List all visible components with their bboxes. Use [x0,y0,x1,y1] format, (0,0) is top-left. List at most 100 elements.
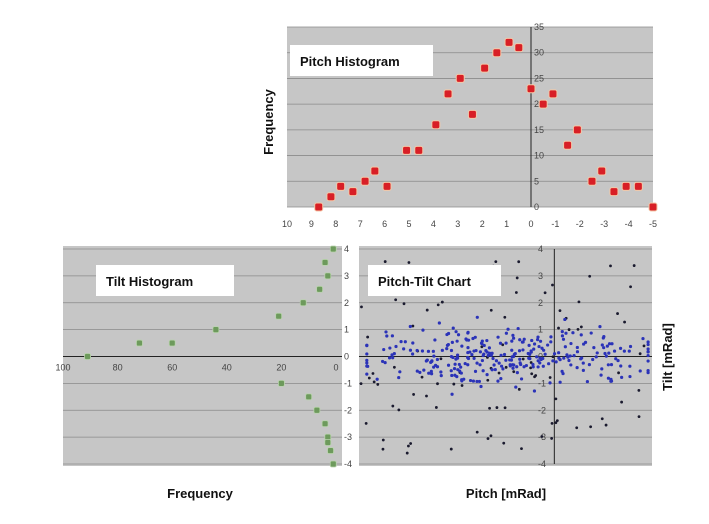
tilt-data-point [321,259,329,266]
tilt-data-point [329,460,337,468]
pitch-tilt-point [600,343,604,347]
pitch-tilt-point [463,361,467,366]
pitch-tilt-point [609,363,614,367]
pitch-tilt-point [521,348,525,352]
pitch-tilt-point [482,343,486,348]
pitch-tilt-point [482,352,486,356]
tilt-x-axis-label: Frequency [167,486,234,501]
pitch-data-point [336,181,346,191]
pitch-tilt-point [468,378,473,383]
pitch-tilt-point [595,351,599,355]
pitch-tilt-point [418,370,422,374]
pitch-tilt-point [434,406,438,409]
pitch-tilt-point [518,338,522,342]
pitch-data-point [548,89,558,99]
pitch-tilt-point [646,353,650,358]
pitch-tilt-point [511,336,516,340]
pitch-tilt-point [502,352,507,357]
pitch-y-tick-label: 15 [534,125,544,135]
pitch-tilt-point [364,421,368,425]
pitch-tilt-point [587,363,591,367]
pitch-tilt-point [616,312,619,315]
pitch-tilt-point [479,341,484,345]
pitch-tilt-point [642,344,646,348]
pitch-tilt-point [473,369,478,374]
tilt-chart-title: Tilt Histogram [106,274,193,289]
pitch-tilt-point [454,330,458,334]
tilt-y-tick-label: -4 [344,459,352,469]
pitch-tilt-point [510,339,514,343]
pitch-tilt-point [439,370,443,374]
pitch-tilt-point [486,437,490,441]
pitch-tilt-point [450,392,454,396]
pitch-tilt-point [551,355,555,359]
pitch-tilt-point [451,326,455,330]
pitch-tilt-point [360,305,363,309]
pitch-tilt-point [365,372,369,376]
pitch-tilt-point [421,328,425,332]
pitch-tilt-point [604,354,608,358]
tilt-x-tick-label: 40 [222,363,232,373]
pitch-tilt-point [518,357,522,361]
pitch-tilt-point [408,324,412,329]
tilt-data-point [277,379,285,387]
pitch-tilt-point [457,362,461,367]
pitch-tilt-point [516,326,520,331]
pitch-tilt-point [583,340,588,344]
pitch-data-point [492,48,502,58]
pitch-tilt-point [576,327,580,331]
pitch-tilt-point [537,344,541,349]
pitch-tilt-point [487,346,492,350]
pitch-x-tick-label: 9 [309,219,314,229]
pitch-tilt-point [527,343,531,347]
pitch-tilt-point [449,348,454,353]
pitch-tilt-point [514,291,518,294]
pitch-tilt-point [394,344,398,349]
pitch-tilt-point [399,340,403,344]
pitch-tilt-point [540,346,544,350]
pitch-tilt-point [641,336,645,341]
pitch-tilt-point [408,348,413,352]
pitch-tilt-point [458,369,462,373]
pitch-data-point [402,145,412,155]
pitch-tilt-point [526,351,530,356]
pitch-data-point [467,109,477,119]
pitch-tilt-point [628,364,632,368]
pitch-tilt-point [409,442,413,445]
pitch-tilt-point [490,351,494,355]
pitch-tilt-point [560,369,564,373]
pitch-tilt-point [532,342,537,346]
pitch-x-tick-label: -5 [649,219,657,229]
pitch-tilt-point [513,352,517,356]
pitch-tilt-point [554,421,558,425]
pitch-tilt-point [551,359,555,363]
pitch-tilt-point [581,368,585,372]
pitch-tilt-point [512,370,516,374]
pitch-data-point [526,84,536,94]
pitch-tilt-point [506,327,510,331]
pitch-tilt-point [429,369,433,373]
pitch-tilt-point [543,352,547,356]
pitch-tilt-point [637,388,641,392]
tilt-x-tick-label: 80 [113,363,123,373]
pitch-chart-title: Pitch Histogram [300,54,400,69]
pitch-tilt-point [366,335,370,339]
pitch-tilt-point [425,308,429,312]
pitch-tilt-point [543,291,547,295]
pitch-tilt-point [466,330,470,334]
pitch-tilt-point [365,361,369,365]
pitch-tilt-point [407,261,411,264]
pitch-tilt-point [381,438,385,442]
pitch-data-point [621,181,631,191]
pitch-tilt-point [499,364,504,368]
pitch-tilt-point [588,274,592,278]
pitch-tilt-point [520,447,523,450]
pitch-tilt-point [558,380,562,384]
pitch-tilt-point [392,365,396,369]
pitch-tilt-point [579,333,583,337]
pitch-y-tick-label: 25 [534,73,544,83]
pitch-title-box [290,45,433,76]
pitch-data-point [431,120,441,130]
pitch-tilt-point [402,347,406,351]
pitch-tilt-point [530,338,534,343]
